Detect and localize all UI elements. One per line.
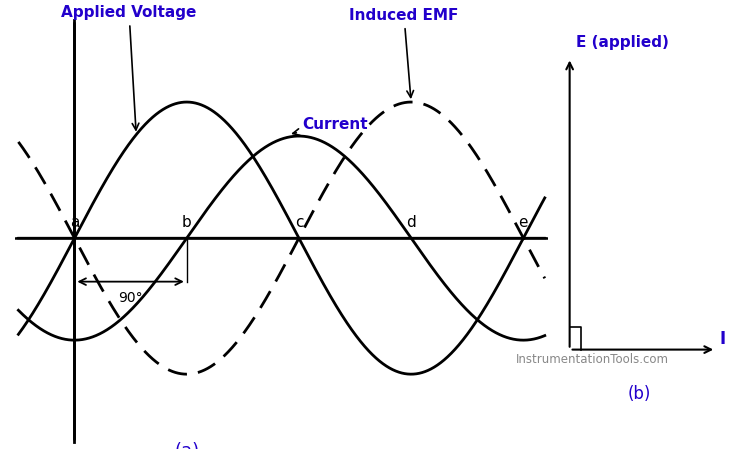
Text: (b): (b)	[628, 385, 651, 403]
Text: 90°: 90°	[119, 291, 143, 305]
Text: Induced EMF: Induced EMF	[349, 8, 459, 97]
Text: Applied Voltage: Applied Voltage	[62, 5, 197, 130]
Text: (a): (a)	[174, 442, 199, 449]
Text: a: a	[70, 215, 79, 230]
Text: b: b	[182, 215, 192, 230]
Text: E (applied): E (applied)	[576, 35, 669, 50]
Text: d: d	[406, 215, 416, 230]
Text: Current: Current	[293, 117, 368, 135]
Text: e: e	[519, 215, 528, 230]
Text: I: I	[720, 330, 726, 348]
Text: c: c	[295, 215, 303, 230]
Text: InstrumentationTools.com: InstrumentationTools.com	[516, 353, 669, 365]
